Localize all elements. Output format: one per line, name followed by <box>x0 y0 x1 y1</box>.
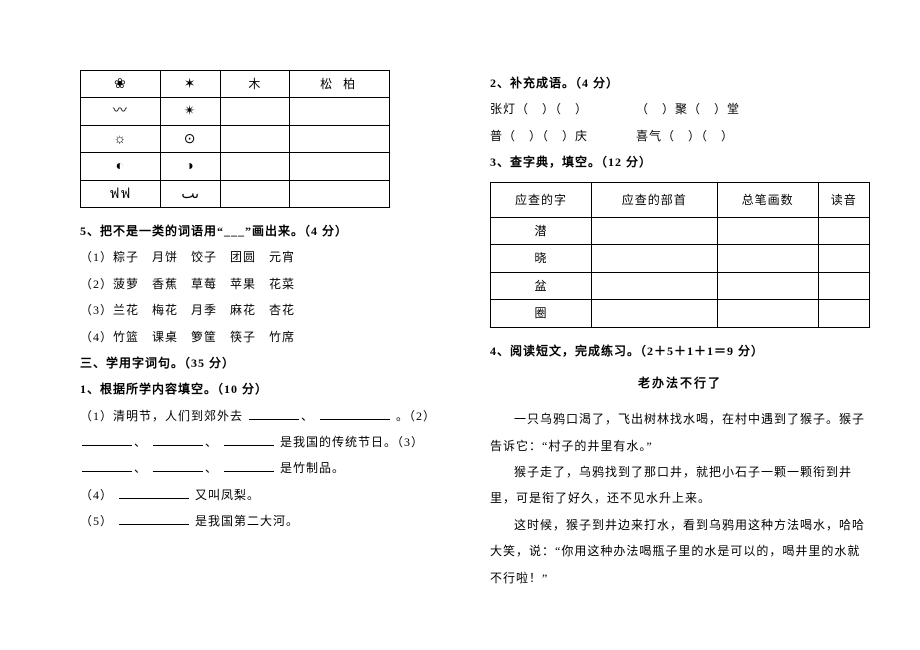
blank-field[interactable] <box>153 460 203 472</box>
idiom: （ ）聚（ ）堂 <box>636 102 740 116</box>
blank-cell[interactable] <box>717 300 818 327</box>
q1-line: （4） 又叫凤梨。 <box>80 482 440 508</box>
table-row: ฟฟ ٮٮ <box>81 180 390 207</box>
s3-title: 三、学用字词句。（35 分） <box>80 350 440 376</box>
dict-char: 盆 <box>491 272 592 299</box>
idiom: 喜气（ ）（ ） <box>636 129 734 143</box>
blank-cell[interactable] <box>818 217 869 244</box>
q2-title: 2、补充成语。（4 分） <box>490 70 870 96</box>
story-paragraph: 这时候，猴子到井边来打水，看到乌鸦用这种方法喝水，哈哈大笑，说：“你用这种办法喝… <box>490 512 870 591</box>
table-row: 盆 <box>491 272 870 299</box>
text: 是我国的传统节日。（3） <box>280 435 424 449</box>
text: 。（2） <box>396 409 436 423</box>
blank-cell[interactable] <box>717 245 818 272</box>
blank-cell[interactable] <box>818 300 869 327</box>
table-header-row: 应查的字 应查的部首 总笔画数 读音 <box>491 182 870 217</box>
q1-title: 1、根据所学内容填空。（10 分） <box>80 376 440 402</box>
q3-title: 3、查字典，填空。（12 分） <box>490 149 870 175</box>
char-songbai: 松 柏 <box>290 71 390 98</box>
text: 是竹制品。 <box>280 461 345 475</box>
story-paragraph: 猴子走了，乌鸦找到了那口井，就把小石子一颗一颗衔到井里，可是衔了好久，还不见水升… <box>490 459 870 512</box>
q1-line: 、 、 是竹制品。 <box>80 455 440 481</box>
story-paragraph: 一只乌鸦口渴了，飞出树林找水喝，在村中遇到了猴子。猴子告诉它：“村子的井里有水。… <box>490 406 870 459</box>
blank-field[interactable] <box>224 460 274 472</box>
blank-field[interactable] <box>119 513 189 525</box>
text: （4） <box>80 488 113 502</box>
glyph-cell: ฟฟ <box>109 185 131 201</box>
q1-line: （1）清明节，人们到郊外去 、 。（2） <box>80 403 440 429</box>
blank-cell[interactable] <box>717 272 818 299</box>
glyph-cell: 〰 <box>113 102 128 118</box>
table-row: 晓 <box>491 245 870 272</box>
glyph-cell: ✶ <box>184 75 197 91</box>
idiom: 张灯（ ）（ ） <box>490 102 588 116</box>
glyph-cell: ☼ <box>113 130 127 146</box>
q5-item: （3）兰花 梅花 月季 麻花 杏花 <box>80 297 440 323</box>
table-row: ◐ ◑ <box>81 153 390 180</box>
glyph-cell: ⊙ <box>184 130 197 146</box>
character-match-table: ❀ ✶ 木 松 柏 〰 ✴ ☼ ⊙ ◐ ◑ ฟฟ ٮٮ <box>80 70 390 208</box>
text: （5） <box>80 514 113 528</box>
dict-char: 潜 <box>491 217 592 244</box>
blank-cell[interactable] <box>717 217 818 244</box>
blank-cell[interactable] <box>591 217 717 244</box>
text: （1）清明节，人们到郊外去 <box>80 409 247 423</box>
table-row: ☼ ⊙ <box>81 125 390 152</box>
table-row: 潜 <box>491 217 870 244</box>
text: 又叫凤梨。 <box>195 488 260 502</box>
table-row: 圈 <box>491 300 870 327</box>
col-header: 应查的字 <box>491 182 592 217</box>
glyph-cell: ٮٮ <box>181 185 199 201</box>
q5-item: （2）菠萝 香蕉 草莓 苹果 花菜 <box>80 271 440 297</box>
right-column: 2、补充成语。（4 分） 张灯（ ）（ ） （ ）聚（ ）堂 普（ ）（ ）庆 … <box>490 70 870 620</box>
q4-title: 4、阅读短文，完成练习。（2＋5＋1＋1＝9 分） <box>490 338 870 364</box>
q2-row: 张灯（ ）（ ） （ ）聚（ ）堂 <box>490 96 870 122</box>
left-column: ❀ ✶ 木 松 柏 〰 ✴ ☼ ⊙ ◐ ◑ ฟฟ ٮٮ 5、把不是一类的词语用“… <box>80 70 440 620</box>
blank-field[interactable] <box>82 460 132 472</box>
text: 是我国第二大河。 <box>195 514 299 528</box>
blank-field[interactable] <box>320 408 390 420</box>
dict-char: 晓 <box>491 245 592 272</box>
q5-title: 5、把不是一类的词语用“___”画出来。（4 分） <box>80 218 440 244</box>
q5-item: （4）竹篮 课桌 箩筐 筷子 竹席 <box>80 324 440 350</box>
blank-cell[interactable] <box>591 245 717 272</box>
blank-cell[interactable] <box>591 300 717 327</box>
glyph-cell: ◐ <box>116 157 125 173</box>
q1-line: （5） 是我国第二大河。 <box>80 508 440 534</box>
blank-field[interactable] <box>153 434 203 446</box>
glyph-cell: ❀ <box>114 75 127 91</box>
idiom: 普（ ）（ ）庆 <box>490 129 588 143</box>
col-header: 读音 <box>818 182 869 217</box>
char-mu: 木 <box>248 77 261 91</box>
table-row: 〰 ✴ <box>81 98 390 125</box>
dictionary-table: 应查的字 应查的部首 总笔画数 读音 潜 晓 盆 圈 <box>490 182 870 328</box>
blank-field[interactable] <box>119 487 189 499</box>
blank-field[interactable] <box>82 434 132 446</box>
blank-field[interactable] <box>224 434 274 446</box>
col-header: 总笔画数 <box>717 182 818 217</box>
blank-cell[interactable] <box>591 272 717 299</box>
blank-cell[interactable] <box>818 245 869 272</box>
q5-item: （1）粽子 月饼 饺子 团圆 元宵 <box>80 244 440 270</box>
blank-cell[interactable] <box>818 272 869 299</box>
story-title: 老办法不行了 <box>490 370 870 396</box>
blank-field[interactable] <box>249 408 299 420</box>
table-row: ❀ ✶ 木 松 柏 <box>81 71 390 98</box>
glyph-cell: ◑ <box>185 157 194 173</box>
glyph-cell: ✴ <box>184 102 197 118</box>
dict-char: 圈 <box>491 300 592 327</box>
col-header: 应查的部首 <box>591 182 717 217</box>
q2-row: 普（ ）（ ）庆 喜气（ ）（ ） <box>490 123 870 149</box>
q1-line: 、 、 是我国的传统节日。（3） <box>80 429 440 455</box>
